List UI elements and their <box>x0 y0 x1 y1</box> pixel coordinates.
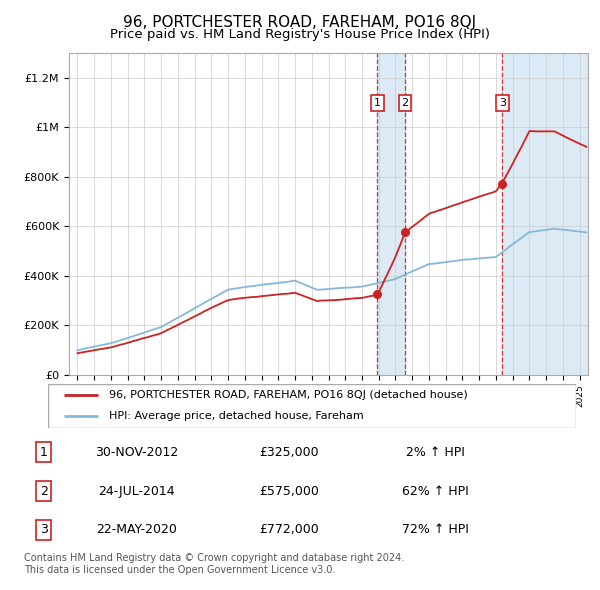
Text: 1: 1 <box>40 446 47 459</box>
Text: 3: 3 <box>40 523 47 536</box>
Text: 2: 2 <box>40 484 47 498</box>
Text: £772,000: £772,000 <box>259 523 319 536</box>
Text: 62% ↑ HPI: 62% ↑ HPI <box>403 484 469 498</box>
Text: Contains HM Land Registry data © Crown copyright and database right 2024.
This d: Contains HM Land Registry data © Crown c… <box>24 553 404 575</box>
Text: £575,000: £575,000 <box>259 484 319 498</box>
Bar <box>377 53 405 375</box>
Text: 96, PORTCHESTER ROAD, FAREHAM, PO16 8QJ (detached house): 96, PORTCHESTER ROAD, FAREHAM, PO16 8QJ … <box>109 391 467 401</box>
Text: 72% ↑ HPI: 72% ↑ HPI <box>402 523 469 536</box>
Text: 22-MAY-2020: 22-MAY-2020 <box>97 523 177 536</box>
Text: HPI: Average price, detached house, Fareham: HPI: Average price, detached house, Fare… <box>109 411 364 421</box>
Text: 1: 1 <box>374 98 381 108</box>
Text: 30-NOV-2012: 30-NOV-2012 <box>95 446 178 459</box>
Text: 24-JUL-2014: 24-JUL-2014 <box>98 484 175 498</box>
Text: 3: 3 <box>499 98 506 108</box>
Text: 96, PORTCHESTER ROAD, FAREHAM, PO16 8QJ: 96, PORTCHESTER ROAD, FAREHAM, PO16 8QJ <box>124 15 476 30</box>
Text: £325,000: £325,000 <box>259 446 319 459</box>
Text: 2% ↑ HPI: 2% ↑ HPI <box>406 446 465 459</box>
Text: 2: 2 <box>401 98 409 108</box>
Bar <box>502 53 588 375</box>
Text: Price paid vs. HM Land Registry's House Price Index (HPI): Price paid vs. HM Land Registry's House … <box>110 28 490 41</box>
